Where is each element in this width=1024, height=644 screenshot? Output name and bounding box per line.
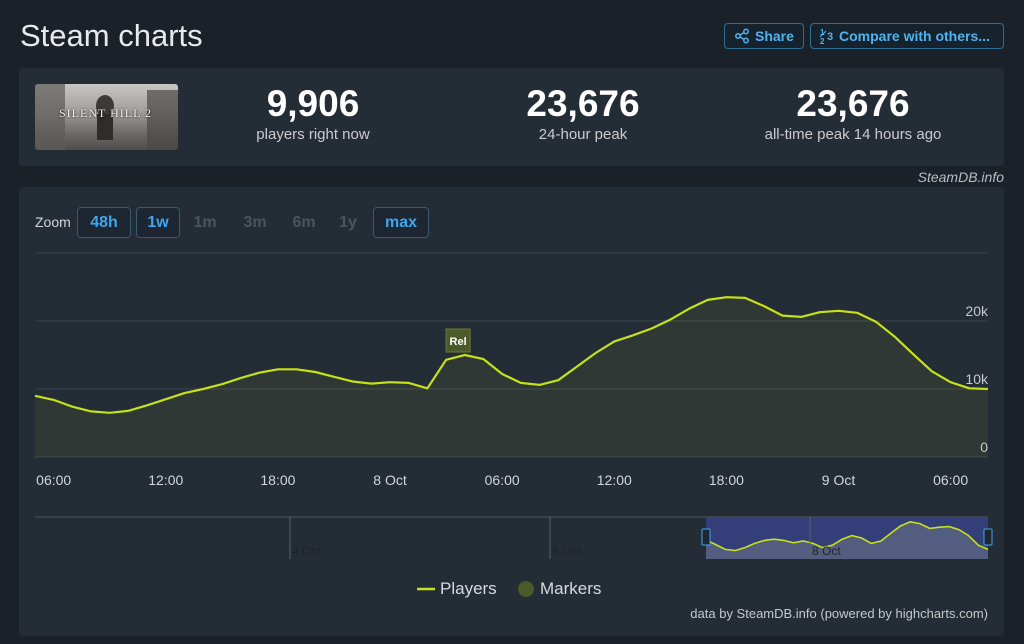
x-tick-label: 12:00	[597, 472, 632, 488]
zoom-label: Zoom	[35, 214, 71, 230]
game-logo-text: SILENT HILL 2	[59, 106, 152, 120]
y-tick-label: 0	[980, 439, 988, 455]
legend-players[interactable]: Players	[417, 579, 497, 599]
zoom-1m-button[interactable]: 1m	[193, 213, 217, 231]
legend-markers[interactable]: Markers	[517, 579, 601, 599]
navigator-area	[706, 521, 988, 559]
alltime-value: 23,676	[796, 83, 910, 124]
game-thumbnail-art	[35, 84, 178, 150]
stat-current-players: 9,906 players right now	[228, 82, 398, 143]
compare-button[interactable]: 1 2 3 Compare with others...	[810, 23, 1004, 49]
navigator-date-label: 8 Oct	[812, 544, 841, 558]
compare-label: Compare with others...	[839, 28, 990, 44]
chart-panel: Zoom 48h 1w 1m 3m 6m 1y max 0 10k 20k 06:00…	[19, 187, 1004, 636]
stat-24h-peak: 23,676 24-hour peak	[498, 82, 668, 143]
alltime-label: all-time peak 14 hours ago	[764, 126, 942, 143]
zoom-1w-button[interactable]: 1w	[136, 207, 180, 238]
navigator-left-handle[interactable]	[701, 528, 711, 546]
legend-players-swatch	[417, 587, 435, 591]
players-series-line	[34, 296, 989, 414]
y-tick-label: 20k	[965, 303, 989, 319]
zoom-3m-button[interactable]: 3m	[243, 213, 267, 231]
peak24-label: 24-hour peak	[538, 126, 628, 143]
share-button[interactable]: Share	[724, 23, 804, 49]
x-tick-label: 18:00	[260, 472, 295, 488]
svg-text:3: 3	[827, 31, 833, 43]
current-players-label: players right now	[256, 126, 370, 143]
zoom-1y-button[interactable]: 1y	[339, 213, 357, 231]
release-marker-label: Rel	[450, 336, 467, 348]
zoom-48h-button[interactable]: 48h	[77, 207, 131, 238]
players-chart[interactable]: 0 10k 20k 06:00 12:00 18:00 8 Oct 06:00 12:00 18:…	[19, 187, 1004, 636]
zoom-6m-button[interactable]: 6m	[292, 213, 316, 231]
navigator-date-label: 6 Oct	[552, 544, 581, 558]
release-marker-flag	[445, 328, 471, 353]
svg-text:1: 1	[820, 28, 825, 37]
game-thumbnail[interactable]: SILENT HILL 2	[35, 84, 178, 150]
navigator-line	[705, 520, 989, 552]
peak24-value: 23,676	[526, 83, 640, 124]
legend-markers-swatch	[518, 581, 534, 597]
x-tick-label: 06:00	[36, 472, 71, 488]
steamdb-credit[interactable]: SteamDB.info	[917, 169, 1004, 185]
fraction-icon: 1 2 3	[820, 28, 833, 45]
x-tick-label: 9 Oct	[822, 472, 856, 488]
share-label: Share	[755, 28, 794, 44]
zoom-max-button[interactable]: max	[373, 207, 429, 238]
page-title: Steam charts	[20, 18, 203, 53]
navigator-right-handle[interactable]	[983, 528, 993, 546]
footer-credit[interactable]: data by SteamDB.info (powered by highcha…	[690, 606, 988, 621]
navigator-date-label: 4 Oct	[292, 544, 321, 558]
x-tick-label: 06:00	[933, 472, 968, 488]
svg-text:2: 2	[820, 37, 825, 45]
share-icon	[735, 28, 749, 44]
legend-players-label: Players	[440, 579, 497, 598]
x-tick-label: 12:00	[148, 472, 183, 488]
current-players-value: 9,906	[266, 83, 360, 124]
x-tick-label: 18:00	[709, 472, 744, 488]
stats-panel: SILENT HILL 2 9,906 players right now 23…	[19, 68, 1004, 166]
x-tick-label: 06:00	[485, 472, 520, 488]
legend-markers-label: Markers	[540, 579, 602, 598]
x-tick-label: 8 Oct	[373, 472, 407, 488]
stat-alltime-peak: 23,676 all-time peak 14 hours ago	[738, 82, 968, 143]
players-area	[35, 297, 988, 457]
y-tick-label: 10k	[965, 371, 989, 387]
